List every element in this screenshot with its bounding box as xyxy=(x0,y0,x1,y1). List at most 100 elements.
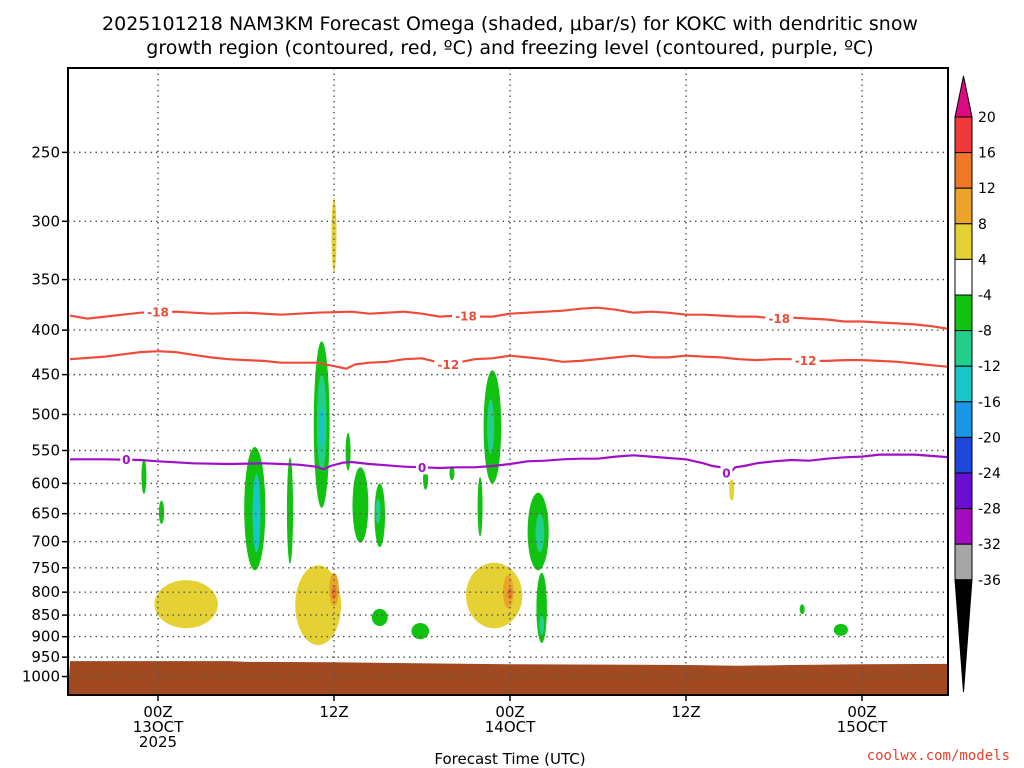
omega-region-lift-m-core xyxy=(539,615,545,635)
x-tick-label-0-1: 13OCT xyxy=(133,718,184,736)
omega-region-lift-l-core xyxy=(535,513,545,553)
y-tick-label-450: 450 xyxy=(31,366,60,384)
colorbar-segment-4 xyxy=(954,223,973,260)
colorbar-segment-11 xyxy=(954,472,973,510)
y-tick-label-1000: 1000 xyxy=(22,668,60,686)
x-tick-label-20-0: 00Z xyxy=(495,703,524,721)
contour-label-bg-freezing-level-0-1 xyxy=(416,460,428,475)
y-tick-label-650: 650 xyxy=(31,505,60,523)
y-tick-label-950: 950 xyxy=(31,648,60,666)
contour-line-dgz-minus-18 xyxy=(69,306,948,330)
y-tick-label-900: 900 xyxy=(31,628,60,646)
y-tick-label-350: 350 xyxy=(31,271,60,289)
colorbar-segment-13 xyxy=(954,543,973,581)
omega-region-sink-d xyxy=(729,478,735,501)
y-tick-label-500: 500 xyxy=(31,405,60,423)
y-tick-label-800: 800 xyxy=(31,583,60,601)
contour-label-dgz-minus-12-0: -12 xyxy=(438,358,460,372)
y-tick-label-850: 850 xyxy=(31,606,60,624)
contour-label-bg-dgz-minus-18-0 xyxy=(144,305,172,320)
x-tick-label-40-0: 00Z xyxy=(847,703,876,721)
omega-region-lift-j xyxy=(477,477,483,537)
omega-region-sink-c xyxy=(466,562,523,629)
colorbar-top-arrow xyxy=(954,75,973,118)
contour-line-freezing-level-0 xyxy=(70,453,948,477)
contour-label-dgz-minus-12-1: -12 xyxy=(795,354,817,368)
omega-region-lift-d xyxy=(286,457,294,564)
y-tick-label-400: 400 xyxy=(31,321,60,339)
omega-region-lift-k-core xyxy=(487,399,495,454)
terrain-layer xyxy=(68,661,948,695)
omega-region-lift-i xyxy=(449,465,455,481)
omega-region-sink-c-peak xyxy=(507,587,513,600)
x-tick-label-30-0: 12Z xyxy=(671,703,700,721)
colorbar-label-9: -20 xyxy=(978,430,1001,446)
omega-region-lift-f xyxy=(352,467,369,543)
omega-region-lift-m xyxy=(536,572,547,643)
colorbar-label-2: 12 xyxy=(978,181,996,197)
contour-label-freezing-level-0-1: 0 xyxy=(418,461,426,475)
colorbar-segment-2 xyxy=(954,152,973,189)
colorbar-label-8: -16 xyxy=(978,395,1001,411)
colorbar-bottom-arrow xyxy=(954,579,973,693)
colorbar-label-3: 8 xyxy=(978,217,987,233)
x-tick-label-10-0: 12Z xyxy=(319,703,348,721)
colorbar-label-13: -36 xyxy=(978,573,1001,589)
omega-region-lift-e-core xyxy=(319,406,325,448)
x-tick-label-0-0: 00Z xyxy=(143,703,172,721)
colorbar-segment-6 xyxy=(954,294,973,332)
gridlines xyxy=(68,68,948,695)
contour-label-bg-dgz-minus-12-1 xyxy=(791,353,820,368)
contour-label-bg-dgz-minus-18-1 xyxy=(452,309,480,324)
chart-title-line-2: growth region (contoured, red, ºC) and f… xyxy=(146,37,873,59)
contour-label-freezing-level-0-2: 0 xyxy=(722,467,730,481)
y-tick-label-750: 750 xyxy=(31,559,60,577)
colorbar-segment-9 xyxy=(954,401,973,438)
omega-region-lift-p xyxy=(799,604,805,615)
omega-region-lift-c-core xyxy=(252,473,261,553)
colorbar-label-4: 4 xyxy=(978,252,987,268)
omega-shading-layer xyxy=(141,197,848,646)
omega-region-lift-b xyxy=(158,500,165,524)
omega-region-sink-b-peak xyxy=(331,585,337,600)
credit-text: coolwx.com/models xyxy=(867,748,1010,764)
colorbar-segment-8 xyxy=(954,365,973,403)
omega-region-lift-o xyxy=(411,623,430,640)
x-tick-label-0-2: 2025 xyxy=(139,733,177,751)
x-tick-label-40-1: 15OCT xyxy=(837,718,888,736)
colorbar-label-1: 16 xyxy=(978,146,996,162)
omega-region-lift-q xyxy=(833,623,848,636)
omega-region-lift-n xyxy=(371,608,388,627)
omega-region-lift-g xyxy=(345,432,351,471)
colorbar-label-5: -4 xyxy=(978,288,992,304)
colorbar-segment-10 xyxy=(954,436,973,474)
y-tick-label-700: 700 xyxy=(31,533,60,551)
chart-title-line-1: 2025101218 NAM3KM Forecast Omega (shaded… xyxy=(102,13,918,35)
contour-label-bg-dgz-minus-18-2 xyxy=(765,311,794,326)
colorbar-label-11: -28 xyxy=(978,502,1001,518)
omega-region-lift-f-core xyxy=(375,498,381,524)
contour-label-bg-dgz-minus-12-0 xyxy=(434,357,463,372)
colorbar-label-7: -12 xyxy=(978,359,1001,375)
colorbar-label-12: -32 xyxy=(978,537,1001,553)
y-tick-label-600: 600 xyxy=(31,474,60,492)
colorbar-segment-5 xyxy=(954,258,973,296)
y-tick-label-550: 550 xyxy=(31,442,60,460)
plot-frame xyxy=(67,67,949,696)
colorbar-label-10: -24 xyxy=(978,466,1001,482)
omega-region-lift-a xyxy=(141,458,147,494)
contour-label-bg-freezing-level-0-2 xyxy=(720,466,733,481)
temperature-contours: -18 -18 -18 -12 -12 0 0 0 xyxy=(69,305,948,481)
x-axis-title: Forecast Time (UTC) xyxy=(434,750,585,768)
contour-label-bg-freezing-level-0-0 xyxy=(120,452,133,467)
colorbar-segment-1 xyxy=(954,116,973,154)
contour-label-dgz-minus-18-2: -18 xyxy=(768,312,790,326)
surface-terrain xyxy=(68,661,948,695)
pressure-axis: 250 300 350 400 450 500 550 600 650 700 750 800 850 9… xyxy=(22,143,68,686)
colorbar-label-6: -8 xyxy=(978,324,992,340)
colorbar-segment-3 xyxy=(954,187,973,225)
colorbar-segment-12 xyxy=(954,508,973,545)
colorbar: 20 16 12 8 4 -4 -8 -12 -16 -20 -24 -28 -32 -36 xyxy=(954,75,1001,693)
